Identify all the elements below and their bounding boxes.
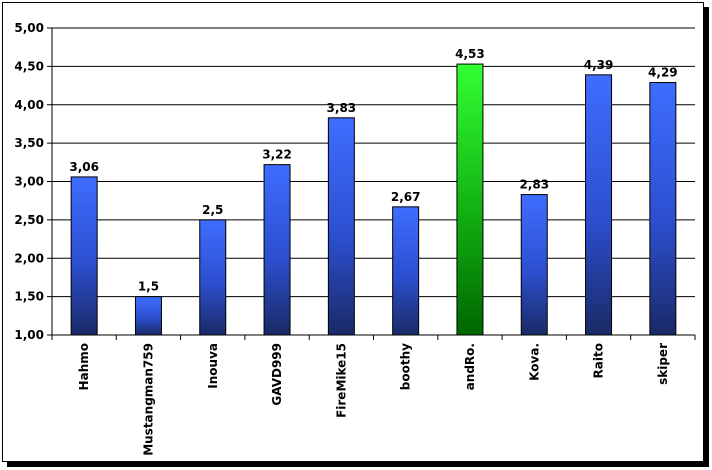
x-tick-label: Raito (592, 343, 606, 378)
bars (70, 63, 677, 336)
y-tick-label: 2,50 (14, 213, 44, 227)
data-label: 4,39 (584, 58, 614, 72)
x-tick-label: Kova. (527, 343, 541, 381)
x-tick-label: andRo. (463, 343, 477, 390)
bar (134, 296, 162, 336)
y-tick-label: 1,50 (14, 290, 44, 304)
y-tick-label: 1,00 (14, 328, 44, 342)
bar (585, 74, 613, 336)
y-tick-label: 4,00 (14, 98, 44, 112)
bar (392, 206, 420, 336)
x-tick-label: Mustangman759 (141, 343, 155, 456)
bar (199, 219, 227, 336)
y-tick-label: 3,50 (14, 136, 44, 150)
data-label: 1,5 (138, 280, 159, 294)
bar (263, 164, 291, 336)
axes (47, 27, 696, 340)
data-label: 2,5 (202, 203, 223, 217)
labels: 1,00 1,50 2,00 2,50 3,00 3,50 4,00 4,50 5,00 3,06… (14, 21, 677, 456)
x-tick-label: GAVD999 (270, 343, 284, 406)
data-label: 4,29 (648, 65, 678, 79)
data-label: 3,22 (262, 148, 292, 162)
x-tick-label: Hahmo (77, 343, 91, 390)
bar (456, 63, 484, 336)
y-tick-label: 4,50 (14, 59, 44, 73)
data-label: 2,67 (391, 190, 421, 204)
bar (327, 117, 355, 336)
data-label: 4,53 (455, 47, 485, 61)
data-label: 2,83 (519, 178, 549, 192)
data-label: 3,83 (327, 101, 357, 115)
x-tick-label: skiper (656, 343, 670, 385)
y-tick-label: 3,00 (14, 175, 44, 189)
x-tick-label: FireMike15 (334, 343, 348, 418)
bar (70, 176, 98, 336)
x-tick-label: Inouva (206, 343, 220, 389)
y-tick-label: 5,00 (14, 21, 44, 35)
bar (520, 194, 548, 336)
y-tick-label: 2,00 (14, 251, 44, 265)
data-label: 3,06 (69, 160, 99, 174)
bar (649, 81, 677, 336)
x-tick-label: boothy (399, 343, 413, 390)
